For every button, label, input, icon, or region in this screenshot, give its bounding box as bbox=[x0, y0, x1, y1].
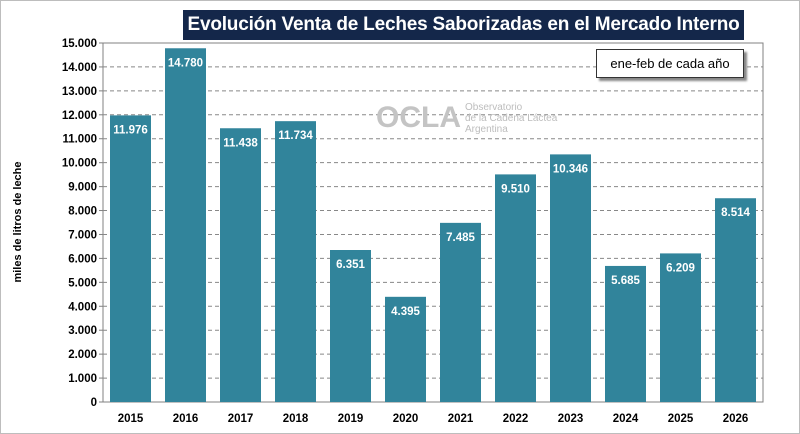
period-note: ene-feb de cada año bbox=[596, 49, 744, 78]
plot-border bbox=[102, 42, 764, 403]
x-tick-label: 2026 bbox=[723, 413, 749, 425]
y-tick-label: 4.000 bbox=[68, 301, 97, 313]
y-tick-label: 9.000 bbox=[68, 182, 97, 194]
x-tick-label: 2017 bbox=[228, 413, 254, 425]
bar-2022 bbox=[495, 174, 536, 402]
x-tick-label: 2015 bbox=[118, 413, 144, 425]
y-tick-label: 7.000 bbox=[68, 229, 97, 241]
y-tick-label: 15.000 bbox=[62, 38, 97, 50]
y-tick-label: 12.000 bbox=[62, 110, 97, 122]
watermark-line-1: Observatorio bbox=[465, 101, 523, 113]
data-label: 11.976 bbox=[113, 124, 148, 136]
watermark-line-3: Argentina bbox=[465, 123, 508, 135]
data-label: 11.438 bbox=[223, 137, 258, 149]
bar-2015 bbox=[110, 115, 151, 403]
x-tick-label: 2023 bbox=[558, 413, 584, 425]
y-tick-label: 8.000 bbox=[68, 206, 97, 218]
x-tick-label: 2020 bbox=[393, 413, 419, 425]
data-label: 7.485 bbox=[446, 232, 475, 244]
data-label: 6.351 bbox=[336, 259, 365, 271]
bar-2020 bbox=[385, 296, 426, 402]
bar-2016 bbox=[165, 48, 206, 403]
bar-2021 bbox=[440, 222, 481, 402]
y-tick-label: 14.000 bbox=[62, 62, 97, 74]
watermark-text: Observatorio de la Cadena Láctea Argentina bbox=[465, 102, 557, 135]
x-tick-label: 2016 bbox=[173, 413, 199, 425]
y-tick-label: 0 bbox=[91, 397, 97, 409]
ocla-watermark: OCLA Observatorio de la Cadena Láctea Arge… bbox=[376, 101, 557, 135]
y-tick-label: 1.000 bbox=[68, 373, 97, 385]
data-label: 6.209 bbox=[666, 262, 695, 274]
x-tick-label: 2019 bbox=[338, 413, 364, 425]
chart-title: Evolución Venta de Leches Saborizadas en… bbox=[183, 10, 744, 40]
x-tick-label: 2022 bbox=[503, 413, 529, 425]
y-tick-label: 6.000 bbox=[68, 253, 97, 265]
y-tick-label: 11.000 bbox=[62, 134, 97, 146]
data-label: 8.514 bbox=[721, 207, 750, 219]
data-label: 9.510 bbox=[501, 183, 530, 195]
data-label: 10.346 bbox=[553, 163, 588, 175]
data-label: 5.685 bbox=[611, 275, 640, 287]
y-tick-label: 10.000 bbox=[62, 158, 97, 170]
bar-2018 bbox=[275, 121, 316, 403]
x-tick-label: 2025 bbox=[668, 413, 694, 425]
data-label: 4.395 bbox=[391, 306, 420, 318]
watermark-line-2: de la Cadena Láctea bbox=[465, 112, 558, 124]
x-tick-label: 2018 bbox=[283, 413, 309, 425]
watermark-logo: OCLA bbox=[376, 101, 461, 134]
bar-2024 bbox=[605, 265, 646, 402]
y-tick-label: 5.000 bbox=[68, 277, 97, 289]
bar-2017 bbox=[220, 128, 261, 402]
y-tick-label: 13.000 bbox=[62, 86, 97, 98]
x-tick-label: 2021 bbox=[448, 413, 474, 425]
y-tick-label: 3.000 bbox=[68, 325, 97, 337]
bar-2026 bbox=[715, 198, 756, 402]
y-tick-label: 2.000 bbox=[68, 349, 97, 361]
bar-2025 bbox=[660, 253, 701, 402]
bar-2019 bbox=[330, 249, 371, 402]
y-axis-label: miles de litros de leche bbox=[12, 161, 24, 283]
data-label: 11.734 bbox=[278, 130, 313, 142]
data-label: 14.780 bbox=[168, 57, 203, 69]
bar-2023 bbox=[550, 154, 591, 402]
x-tick-label: 2024 bbox=[613, 413, 639, 425]
